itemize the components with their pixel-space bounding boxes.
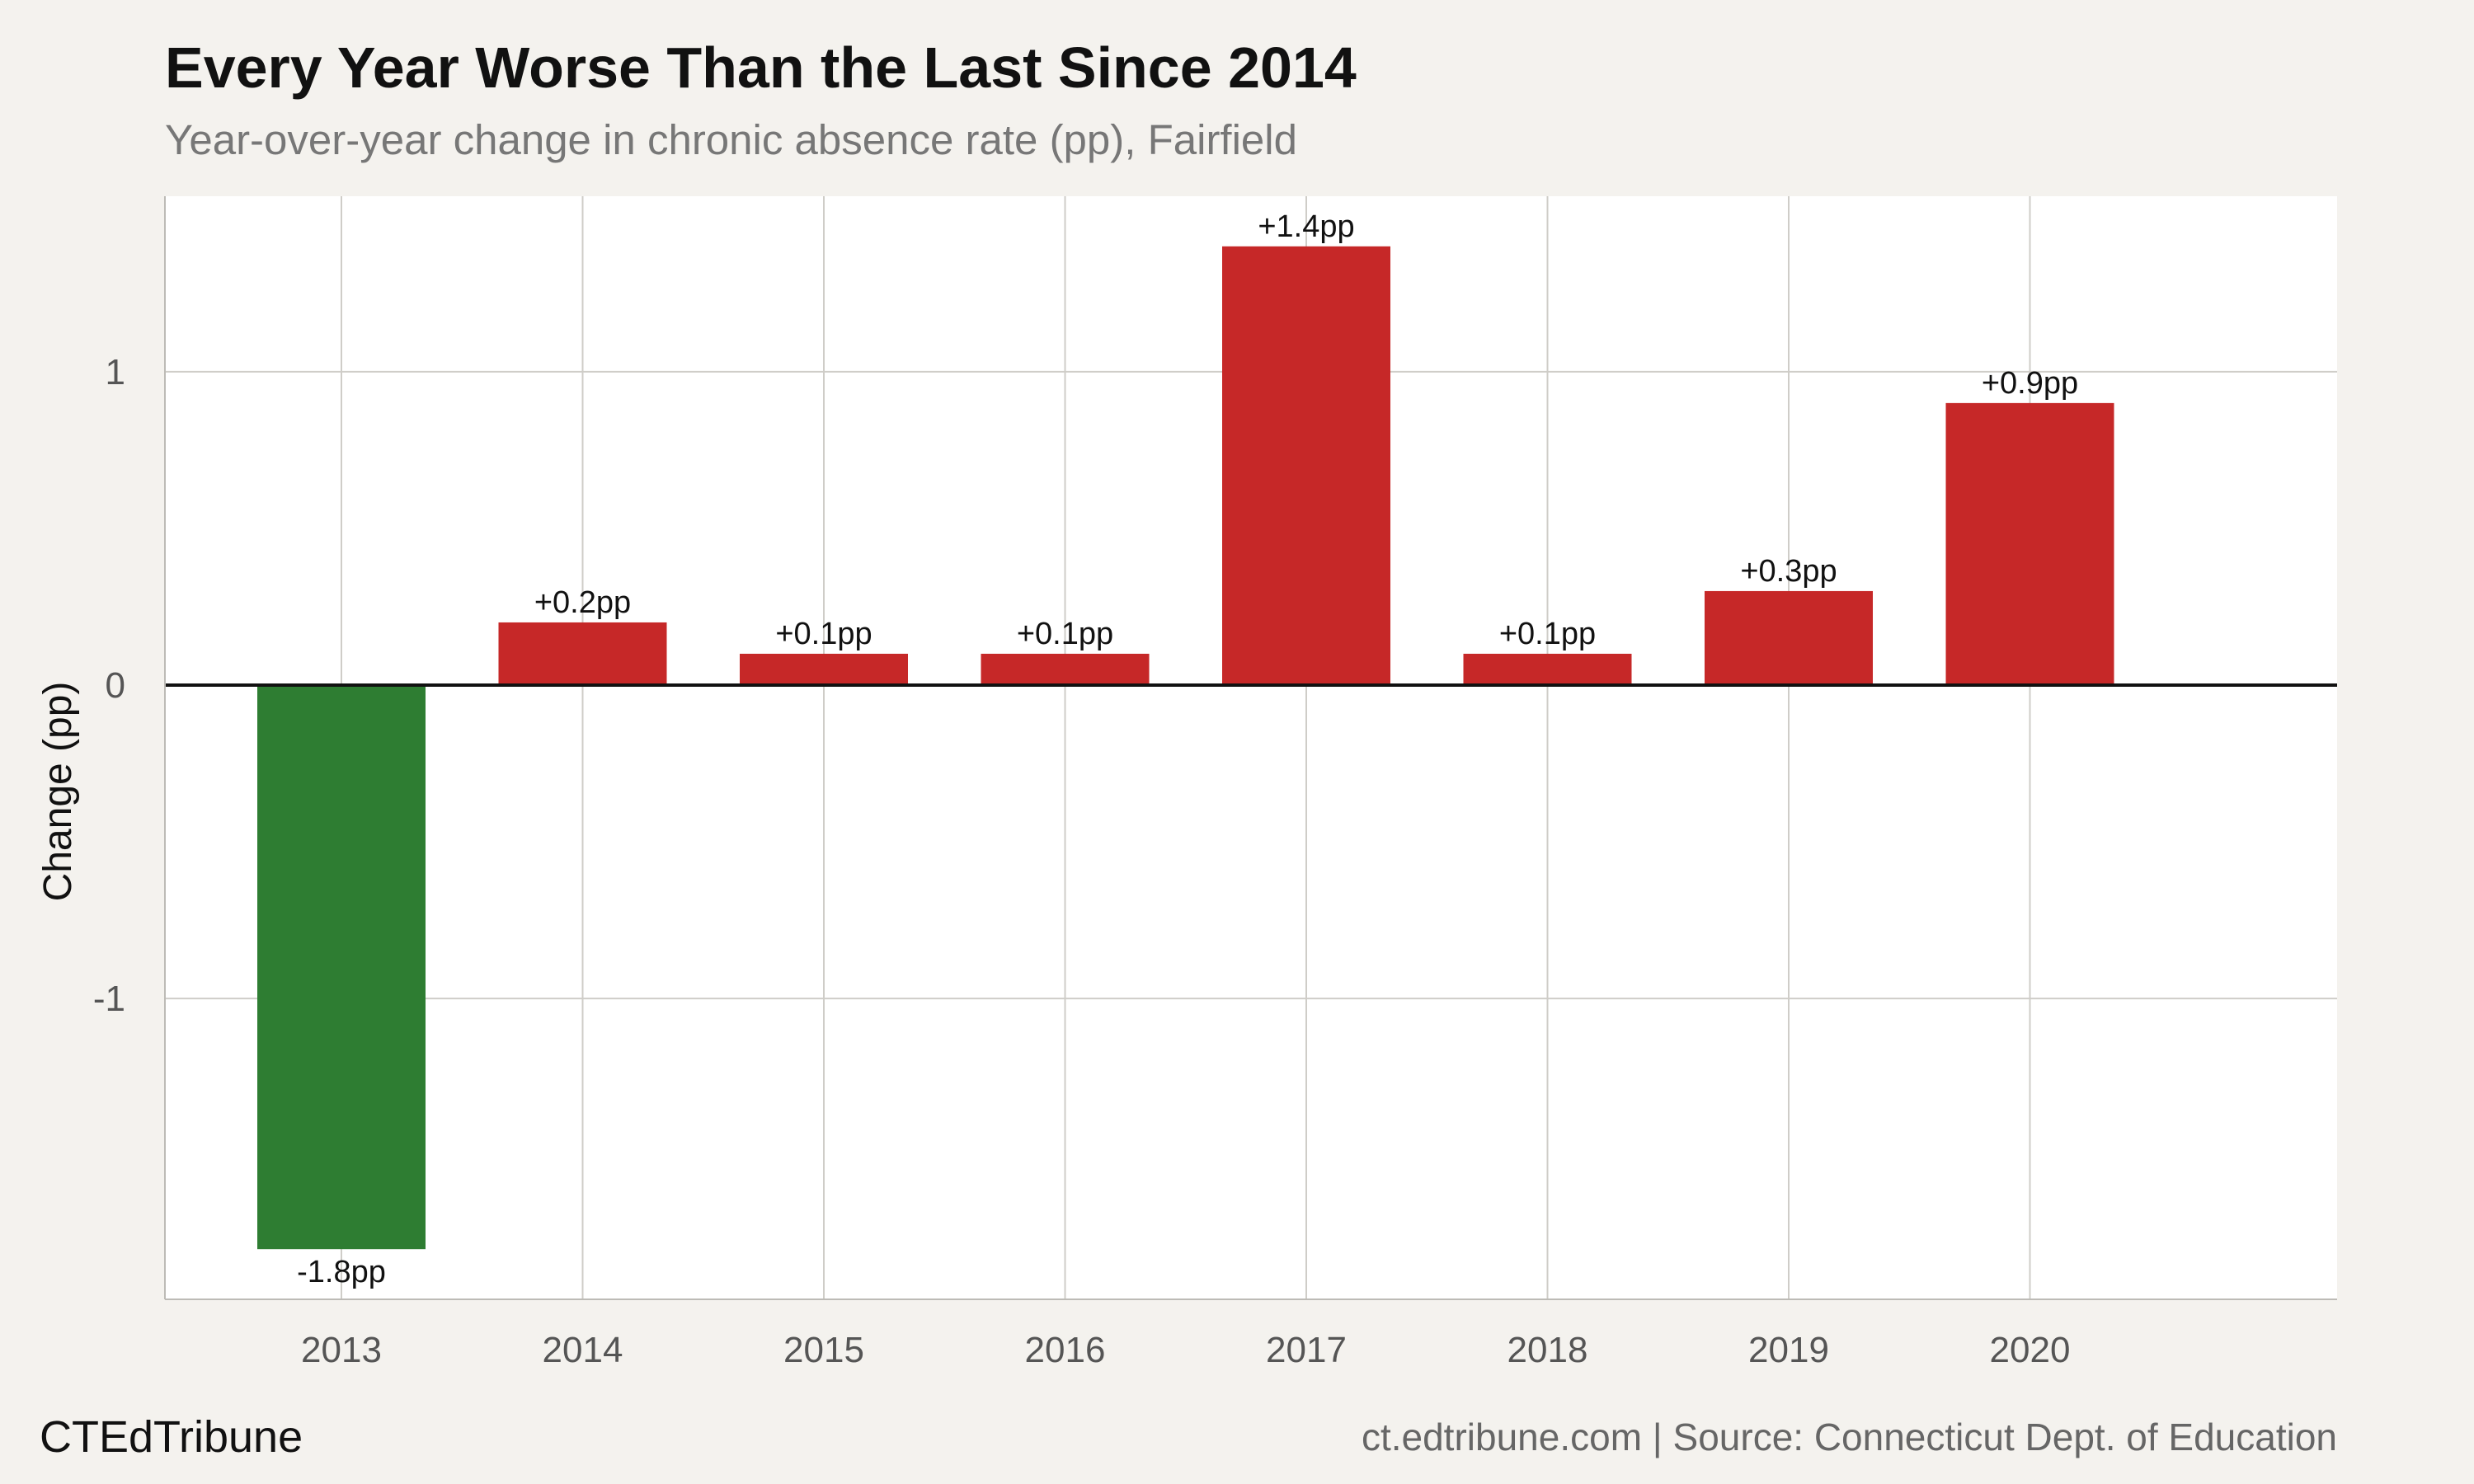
x-tick-label: 2020 — [1990, 1330, 2071, 1370]
x-tick-label: 2015 — [783, 1330, 864, 1370]
data-label: +1.4pp — [1258, 209, 1354, 244]
brand-name: CTEdTribune — [40, 1412, 303, 1462]
x-tick-label: 2018 — [1507, 1330, 1588, 1370]
bar — [981, 653, 1150, 685]
y-tick-label: 1 — [106, 352, 125, 392]
y-tick-label: 0 — [106, 665, 125, 706]
source-credit: ct.edtribune.com | Source: Connecticut D… — [1361, 1416, 2337, 1458]
x-tick-label: 2013 — [301, 1330, 382, 1370]
y-axis-label: Change (pp) — [36, 682, 80, 902]
chart-subtitle: Year-over-year change in chronic absence… — [165, 116, 1297, 163]
x-tick-label: 2019 — [1748, 1330, 1829, 1370]
x-tick-labels: 2013 2014 2015 2016 2017 2018 2019 2020 — [301, 1330, 2070, 1370]
data-label: +0.1pp — [775, 617, 872, 651]
x-tick-label: 2016 — [1025, 1330, 1106, 1370]
data-label: +0.3pp — [1740, 554, 1837, 589]
y-tick-labels: -1 0 1 — [93, 352, 125, 1019]
x-tick-label: 2017 — [1266, 1330, 1347, 1370]
bars — [257, 246, 2114, 1250]
data-label: +0.1pp — [1499, 617, 1596, 651]
x-tick-label: 2014 — [543, 1330, 623, 1370]
data-label: +0.2pp — [534, 585, 631, 620]
bar — [1222, 246, 1390, 685]
data-label: -1.8pp — [297, 1255, 386, 1289]
chart-title: Every Year Worse Than the Last Since 201… — [165, 35, 1357, 100]
bar — [1463, 653, 1632, 685]
bar — [1705, 590, 1873, 685]
bar — [740, 653, 908, 685]
bar — [257, 684, 426, 1250]
bar — [1945, 402, 2114, 685]
bar — [498, 622, 667, 685]
data-label: +0.9pp — [1982, 366, 2078, 401]
data-labels: -1.8pp +0.2pp +0.1pp +0.1pp +1.4pp +0.1pp +0.3… — [297, 209, 2078, 1289]
y-tick-label: -1 — [93, 979, 125, 1019]
data-label: +0.1pp — [1017, 617, 1113, 651]
